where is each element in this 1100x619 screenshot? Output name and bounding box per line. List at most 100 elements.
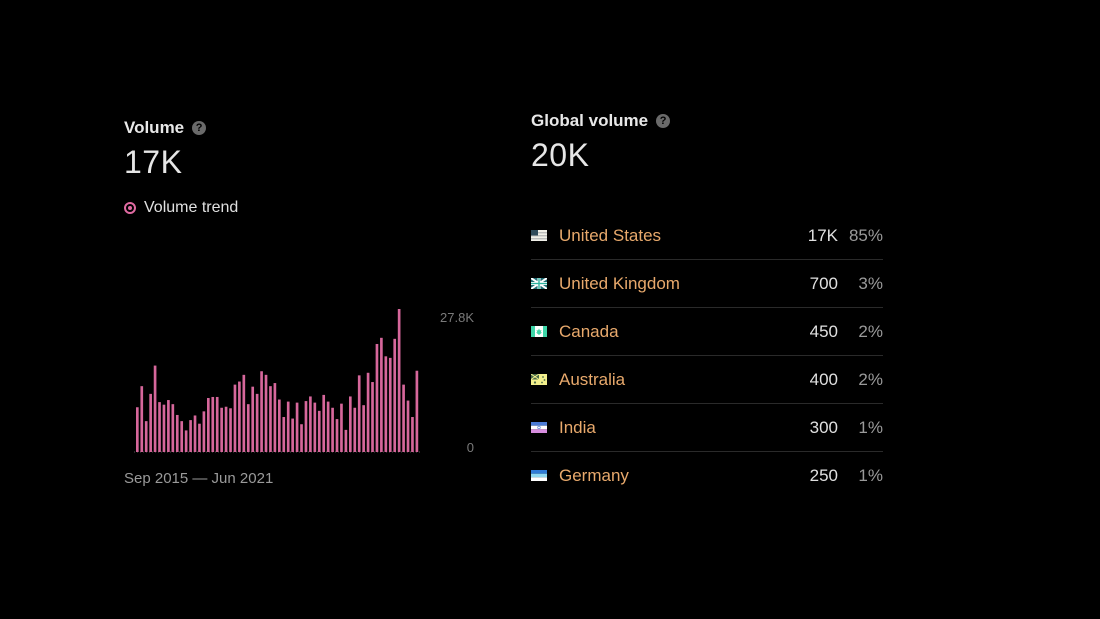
- chart-bar[interactable]: [344, 429, 348, 452]
- chart-bar[interactable]: [415, 370, 419, 452]
- country-percent: 3%: [858, 273, 883, 293]
- chart-bar[interactable]: [273, 383, 277, 452]
- chart-bar[interactable]: [313, 402, 317, 452]
- country-name[interactable]: United Kingdom: [559, 273, 680, 293]
- chart-bar[interactable]: [340, 403, 343, 452]
- flag-au-icon: [531, 374, 547, 385]
- country-row-ca[interactable]: Canada 450 2%: [531, 308, 883, 356]
- country-name[interactable]: Germany: [559, 465, 629, 485]
- chart-bar[interactable]: [402, 384, 405, 452]
- chart-bar[interactable]: [162, 404, 166, 452]
- chart-bar[interactable]: [215, 396, 219, 452]
- chart-bar[interactable]: [198, 423, 201, 452]
- baseline-dot: [152, 451, 153, 453]
- country-name[interactable]: Canada: [559, 321, 619, 341]
- country-row-au[interactable]: Australia 400 2%: [531, 356, 883, 404]
- chart-bar[interactable]: [202, 411, 206, 452]
- country-row-in[interactable]: India 300 1%: [531, 404, 883, 452]
- country-list: United States 17K 85% United Kingdom 700…: [531, 212, 883, 499]
- chart-bar[interactable]: [136, 407, 139, 452]
- chart-bar[interactable]: [371, 382, 374, 452]
- chart-bar[interactable]: [335, 419, 339, 452]
- volume-value: 17K: [124, 144, 183, 180]
- chart-bar[interactable]: [175, 414, 179, 452]
- baseline-dot: [344, 451, 345, 453]
- country-row-us[interactable]: United States 17K 85%: [531, 212, 883, 260]
- chart-bar[interactable]: [246, 404, 250, 452]
- chart-bar[interactable]: [300, 424, 303, 452]
- chart-bar[interactable]: [384, 356, 388, 452]
- chart-bar[interactable]: [233, 384, 237, 452]
- chart-bar[interactable]: [295, 402, 299, 452]
- baseline-dot: [215, 451, 216, 453]
- chart-bar[interactable]: [380, 337, 383, 452]
- chart-bar[interactable]: [375, 343, 379, 452]
- chart-bar[interactable]: [411, 417, 414, 452]
- chart-bar[interactable]: [357, 375, 361, 452]
- volume-trend-chart[interactable]: 27.8K 0: [124, 304, 484, 464]
- chart-bar[interactable]: [269, 386, 272, 452]
- chart-bar[interactable]: [149, 393, 152, 452]
- country-name[interactable]: United States: [559, 225, 662, 245]
- chart-bar[interactable]: [184, 430, 188, 452]
- baseline-dot: [338, 451, 339, 453]
- chart-bar[interactable]: [304, 401, 308, 452]
- bar-group: [134, 309, 420, 453]
- chart-bar[interactable]: [278, 399, 281, 452]
- chart-bar[interactable]: [224, 406, 228, 452]
- country-volume: 17K: [807, 225, 838, 245]
- chart-bar[interactable]: [388, 357, 392, 452]
- chart-bar[interactable]: [309, 396, 312, 452]
- y-tick-max: 27.8K: [440, 310, 474, 325]
- chart-bar[interactable]: [331, 407, 334, 452]
- chart-bar[interactable]: [158, 402, 161, 452]
- chart-bar[interactable]: [220, 407, 223, 452]
- baseline-dot: [227, 451, 228, 453]
- chart-bar[interactable]: [397, 309, 401, 452]
- country-row-de[interactable]: Germany 250 1%: [531, 452, 883, 499]
- chart-bar[interactable]: [144, 421, 148, 452]
- country-name[interactable]: Australia: [559, 369, 626, 389]
- chart-bar[interactable]: [406, 400, 410, 452]
- question-circle-icon[interactable]: ?: [656, 114, 671, 128]
- chart-bar[interactable]: [140, 386, 144, 452]
- chart-bar[interactable]: [229, 408, 232, 452]
- chart-bar[interactable]: [282, 417, 286, 452]
- chart-bar[interactable]: [171, 404, 175, 452]
- chart-legend[interactable]: Volume trend: [124, 199, 484, 217]
- country-volume: 450: [809, 321, 838, 341]
- chart-bar[interactable]: [193, 415, 197, 452]
- chart-bar[interactable]: [353, 407, 357, 452]
- chart-bar[interactable]: [393, 338, 397, 452]
- chart-bar[interactable]: [260, 371, 263, 452]
- chart-bar[interactable]: [255, 393, 259, 452]
- chart-bar[interactable]: [153, 365, 157, 452]
- country-volume: 700: [809, 273, 838, 293]
- chart-bar[interactable]: [286, 401, 290, 452]
- chart-bar[interactable]: [291, 418, 294, 452]
- chart-bar[interactable]: [167, 400, 170, 452]
- chart-bar[interactable]: [349, 396, 352, 452]
- chart-bar[interactable]: [251, 386, 255, 452]
- country-name[interactable]: India: [559, 417, 596, 437]
- chart-bar[interactable]: [242, 374, 246, 452]
- chart-bar[interactable]: [211, 396, 215, 452]
- date-range: Sep 2015 — Jun 2021: [124, 470, 274, 487]
- chart-bar[interactable]: [366, 372, 370, 452]
- chart-bar[interactable]: [362, 405, 365, 452]
- y-tick-min: 0: [467, 440, 474, 455]
- baseline-dot: [410, 451, 411, 453]
- baseline-dot: [143, 451, 144, 453]
- chart-bar[interactable]: [326, 401, 330, 452]
- chart-bar[interactable]: [317, 410, 321, 452]
- country-row-uk[interactable]: United Kingdom 700 3%: [531, 260, 883, 308]
- chart-bar[interactable]: [207, 397, 210, 452]
- chart-bar[interactable]: [322, 394, 326, 452]
- chart-bar[interactable]: [264, 374, 268, 452]
- question-circle-icon[interactable]: ?: [192, 121, 207, 135]
- chart-bar[interactable]: [238, 381, 241, 452]
- chart-bar[interactable]: [189, 420, 192, 452]
- flag-in-icon: [531, 422, 547, 433]
- chart-bar[interactable]: [180, 421, 184, 452]
- baseline-dot: [281, 451, 282, 453]
